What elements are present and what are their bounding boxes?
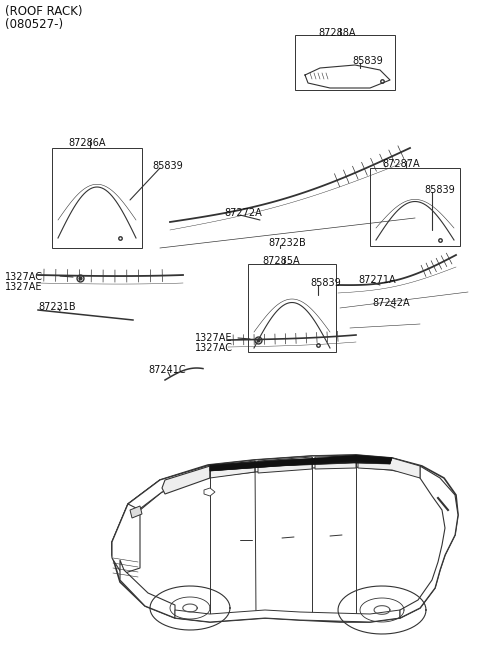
Text: 87287A: 87287A [382,159,420,169]
Bar [370,168,460,246]
Polygon shape [128,465,210,518]
Text: 87286A: 87286A [68,138,106,148]
Polygon shape [112,504,140,574]
Text: 1327AC: 1327AC [195,343,233,353]
Polygon shape [210,461,255,478]
Polygon shape [120,560,175,618]
Polygon shape [162,466,210,494]
Text: 87242A: 87242A [372,298,409,308]
Text: 1327AC: 1327AC [5,272,43,282]
Text: 87271A: 87271A [358,275,396,285]
Text: 87241C: 87241C [148,365,186,375]
Bar [52,148,142,248]
Text: 87285A: 87285A [262,256,300,266]
Text: (080527-): (080527-) [5,18,63,31]
Polygon shape [112,480,162,550]
Polygon shape [112,455,458,622]
Text: 87288A: 87288A [318,28,356,38]
Text: 1327AE: 1327AE [5,282,43,292]
Text: 85839: 85839 [152,161,183,171]
Text: (ROOF RACK): (ROOF RACK) [5,5,83,18]
Polygon shape [130,506,142,518]
Bar [295,35,395,90]
Polygon shape [162,455,420,492]
Text: 87272A: 87272A [224,208,262,218]
Polygon shape [400,466,458,618]
Polygon shape [315,456,356,469]
Polygon shape [358,456,420,478]
Polygon shape [204,488,215,496]
Text: 87231B: 87231B [38,302,76,312]
Polygon shape [175,610,400,622]
Text: 85839: 85839 [310,278,341,288]
Polygon shape [210,457,392,471]
Bar [248,264,336,352]
Polygon shape [258,457,312,473]
Text: 85839: 85839 [352,56,383,66]
Polygon shape [210,455,392,471]
Text: 85839: 85839 [424,185,455,195]
Text: 1327AE: 1327AE [195,333,232,343]
Text: 87232B: 87232B [268,238,306,248]
